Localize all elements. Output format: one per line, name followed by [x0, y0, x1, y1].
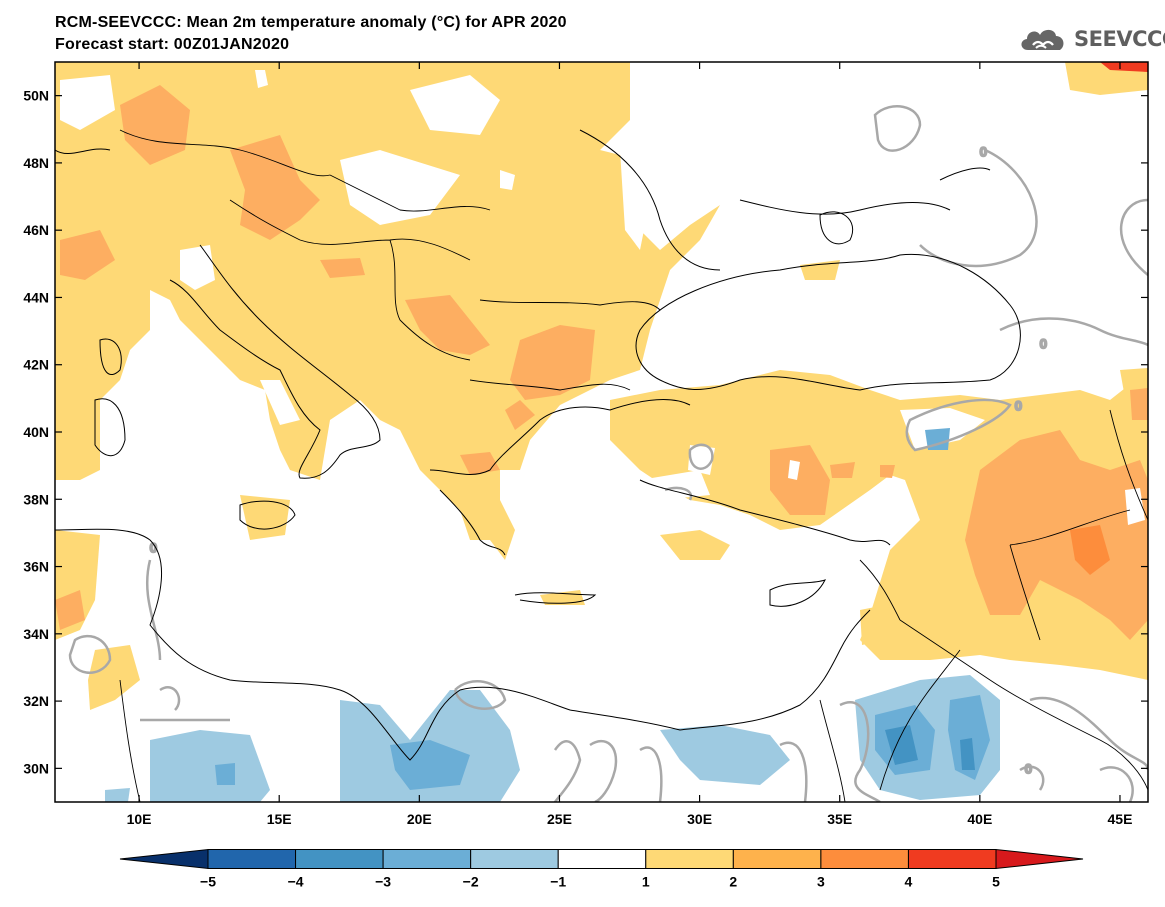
colorbar-level-label: 3 — [817, 874, 825, 890]
lat-tick-label: 34N — [23, 626, 49, 642]
colorbar-box — [907, 849, 997, 869]
coastline-black-sea — [635, 253, 1021, 391]
colorbar-level-label: −3 — [375, 874, 391, 890]
colorbar-box — [645, 849, 734, 869]
colorbar-level-label: −1 — [550, 874, 566, 890]
zero-contour-layer: 0 0 0 0 0 — [68, 105, 1148, 802]
coastline-italy — [169, 244, 381, 479]
positive-anomaly-region-europe — [55, 62, 720, 560]
lat-tick-label: 40N — [23, 424, 49, 440]
contour-label: 0 — [980, 145, 987, 159]
colorbar: −5 −4 −3 −2 −1 1 2 3 4 5 — [119, 848, 1084, 890]
colorbar-box — [470, 849, 559, 869]
lat-tick-label: 46N — [23, 222, 49, 238]
latitude-axis: 30N 32N 34N 36N 38N 40N 42N 44N 46N 48N 50N — [23, 88, 1148, 776]
lat-tick-label: 50N — [23, 88, 49, 104]
lat-tick-label: 44N — [23, 289, 49, 305]
map-title: RCM-SEEVCCC: Mean 2m temperature anomaly… — [55, 14, 567, 31]
contour-label: 0 — [150, 541, 157, 555]
lat-tick-label: 30N — [23, 760, 49, 776]
border-lines — [119, 129, 1148, 802]
colorbar-level-label: 2 — [729, 874, 737, 890]
colorbar-extend-low — [119, 848, 209, 870]
seevccc-logo: SEEVCCC — [1018, 24, 1165, 54]
lon-tick-label: 25E — [547, 811, 572, 827]
coastline-layer — [55, 129, 1148, 802]
contour-label: 0 — [1025, 762, 1032, 776]
colorbar-box — [732, 849, 822, 869]
lat-tick-label: 48N — [23, 155, 49, 171]
colorbar-box — [207, 849, 297, 869]
lon-tick-label: 30E — [687, 811, 712, 827]
lon-tick-label: 40E — [967, 811, 992, 827]
colorbar-box — [557, 849, 647, 869]
contour-label: 0 — [1040, 337, 1047, 351]
contour-label: 0 — [1015, 399, 1022, 413]
cloud-icon — [1021, 29, 1064, 50]
colorbar-level-label: −4 — [288, 874, 304, 890]
anomaly-fill-layer — [55, 62, 1148, 802]
lon-tick-label: 20E — [407, 811, 432, 827]
lat-tick-label: 32N — [23, 693, 49, 709]
warm-patch-anatolia — [770, 445, 830, 515]
colorbar-level-label: −2 — [463, 874, 479, 890]
longitude-axis: 10E 15E 20E 25E 30E 35E 40E 45E — [127, 62, 1133, 827]
colorbar-level-label: 5 — [992, 874, 1000, 890]
lon-tick-label: 15E — [267, 811, 292, 827]
colorbar-level-label: 4 — [905, 874, 913, 890]
colorbar-box — [820, 849, 909, 869]
colorbar-box — [382, 849, 472, 869]
colorbar-level-label: −5 — [200, 874, 216, 890]
negative-anomaly-region-libya — [150, 730, 270, 802]
lon-tick-label: 45E — [1108, 811, 1133, 827]
colorbar-extend-high — [995, 848, 1084, 870]
colorbar-box — [295, 849, 384, 869]
lat-tick-label: 38N — [23, 491, 49, 507]
coastline-north-africa — [55, 528, 871, 761]
lat-tick-label: 42N — [23, 357, 49, 373]
logo-text: SEEVCCC — [1074, 27, 1165, 51]
colorbar-level-label: 1 — [642, 874, 650, 890]
coastline-aegean — [429, 399, 691, 475]
lat-tick-label: 36N — [23, 559, 49, 575]
lon-tick-label: 35E — [827, 811, 852, 827]
warm-patch-mesopotamia — [965, 430, 1148, 640]
forecast-start-label: Forecast start: 00Z01JAN2020 — [55, 36, 290, 53]
lon-tick-label: 10E — [127, 811, 152, 827]
